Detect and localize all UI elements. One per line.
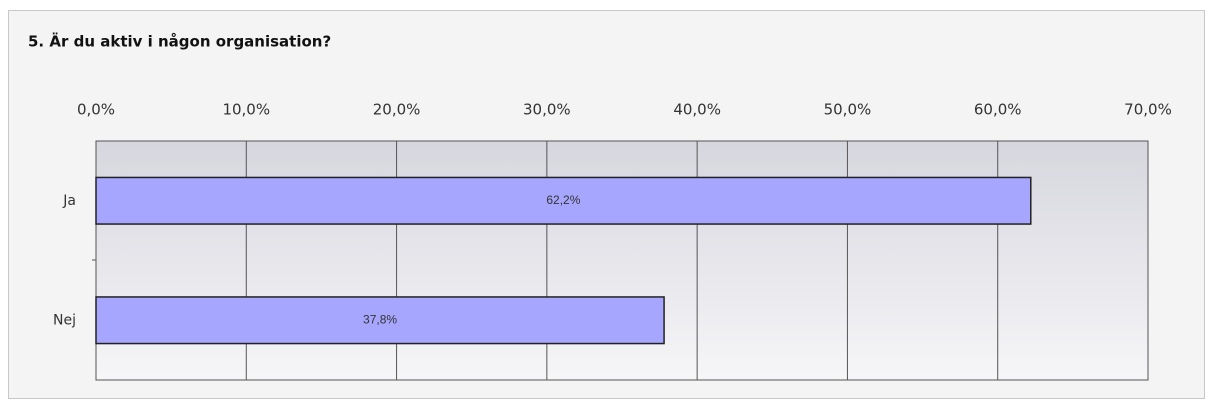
- bar: [95, 296, 665, 345]
- x-tick-label: 30,0%: [523, 101, 571, 119]
- y-tick-label: Ja: [62, 193, 76, 209]
- x-tick-label: 0,0%: [77, 101, 115, 119]
- bar: [95, 176, 1032, 225]
- x-tick-label: 50,0%: [824, 101, 872, 119]
- x-tick-label: 20,0%: [373, 101, 421, 119]
- x-tick-label: 40,0%: [673, 101, 721, 119]
- y-tick-label: Nej: [53, 312, 76, 328]
- value-label: 62,2%: [546, 193, 580, 207]
- x-tick-label: 60,0%: [974, 101, 1022, 119]
- x-tick-label: 10,0%: [222, 101, 270, 119]
- value-label: 37,8%: [363, 312, 397, 326]
- x-tick-label: 70,0%: [1124, 101, 1172, 119]
- chart-title: 5. Är du aktiv i någon organisation?: [28, 32, 331, 51]
